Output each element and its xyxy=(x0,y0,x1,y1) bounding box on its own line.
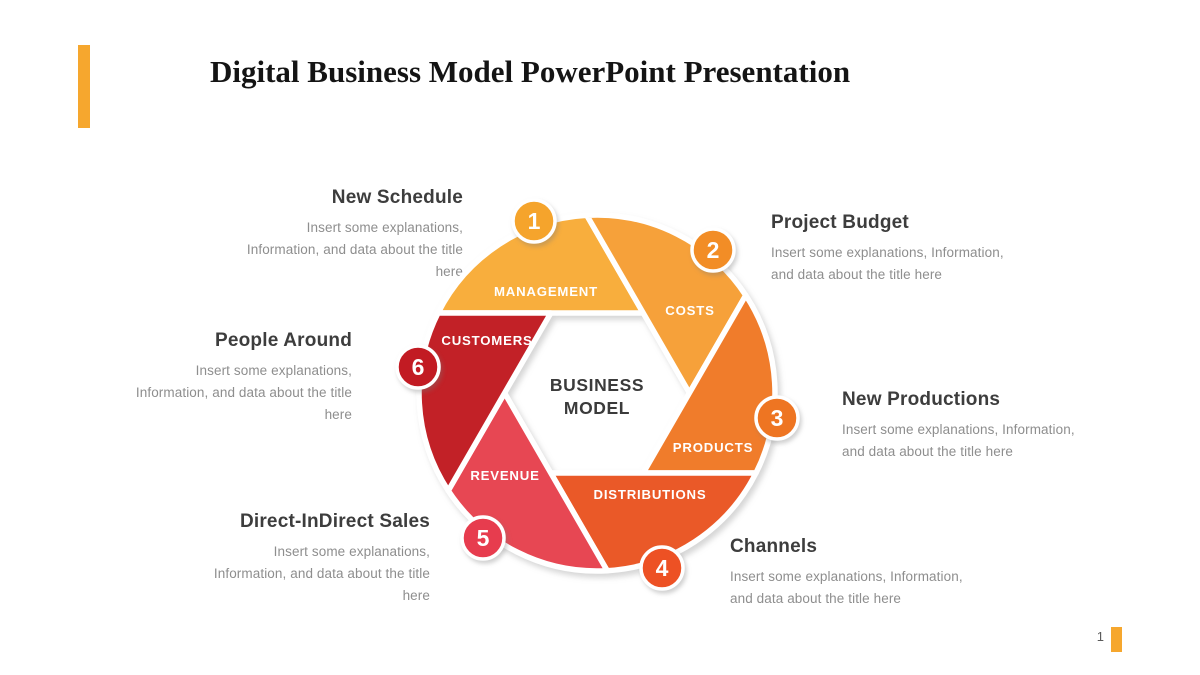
callout-new-productions: New Productions Insert some explanations… xyxy=(842,389,1086,463)
slide-title: Digital Business Model PowerPoint Presen… xyxy=(210,54,851,89)
callout-project-budget: Project Budget Insert some explanations,… xyxy=(771,212,1015,286)
blade-management xyxy=(435,212,646,316)
badge-1-number: 1 xyxy=(528,208,541,234)
blade-label-products: PRODUCTS xyxy=(673,440,753,455)
page-accent-bar xyxy=(1111,627,1122,652)
badge-3-number: 3 xyxy=(771,405,784,431)
callout-body: Insert some explanations, Information, a… xyxy=(771,245,1004,282)
badge-1: 1 xyxy=(511,198,557,244)
blade-customers xyxy=(416,310,554,494)
blade-label-costs: COSTS xyxy=(665,303,714,318)
blade-label-revenue: REVENUE xyxy=(470,468,539,483)
callout-title: Project Budget xyxy=(771,212,909,233)
badge-6: 6 xyxy=(395,344,441,390)
callout-body: Insert some explanations, Information, a… xyxy=(842,422,1075,459)
callout-title: New Schedule xyxy=(331,187,463,208)
number-badges: 1 2 3 4 5 6 xyxy=(395,198,800,591)
callout-people-around: People Around Insert some explanations, … xyxy=(120,330,352,426)
center-label-line2: MODEL xyxy=(564,398,630,418)
badge-3: 3 xyxy=(754,395,800,441)
badge-6-number: 6 xyxy=(412,354,425,380)
callout-title: Direct-InDirect Sales xyxy=(239,511,430,532)
callout-body: Insert some explanations, Information, a… xyxy=(213,544,430,603)
badge-4-number: 4 xyxy=(656,555,669,581)
callout-body: Insert some explanations, Information, a… xyxy=(135,363,352,422)
blade-distributions xyxy=(548,470,759,574)
callout-body: Insert some explanations, Information, a… xyxy=(730,569,963,606)
badge-4: 4 xyxy=(639,545,685,591)
blade-products xyxy=(640,292,778,476)
business-model-aperture-diagram: MANAGEMENT COSTS PRODUCTS DISTRIBUTIONS … xyxy=(395,198,800,591)
page-number: 1 xyxy=(1096,629,1104,644)
badge-2-number: 2 xyxy=(707,237,720,263)
callout-title: Channels xyxy=(730,536,818,557)
blade-label-customers: CUSTOMERS xyxy=(441,333,532,348)
callout-title: New Productions xyxy=(842,389,1001,410)
callout-channels: Channels Insert some explanations, Infor… xyxy=(730,536,974,610)
callout-new-schedule: New Schedule Insert some explanations, I… xyxy=(231,187,463,283)
center-label: BUSINESS MODEL xyxy=(550,375,644,418)
blade-label-distributions: DISTRIBUTIONS xyxy=(594,487,707,502)
callout-direct-indirect-sales: Direct-InDirect Sales Insert some explan… xyxy=(198,511,430,607)
blade-label-management: MANAGEMENT xyxy=(494,284,598,299)
callout-title: People Around xyxy=(214,330,352,351)
badge-2: 2 xyxy=(690,227,736,273)
badge-5: 5 xyxy=(460,515,506,561)
blade-labels: MANAGEMENT COSTS PRODUCTS DISTRIBUTIONS … xyxy=(441,284,753,502)
callout-body: Insert some explanations, Information, a… xyxy=(246,220,463,279)
badge-5-number: 5 xyxy=(477,525,490,551)
title-accent-bar xyxy=(78,45,90,128)
center-label-line1: BUSINESS xyxy=(550,375,644,395)
